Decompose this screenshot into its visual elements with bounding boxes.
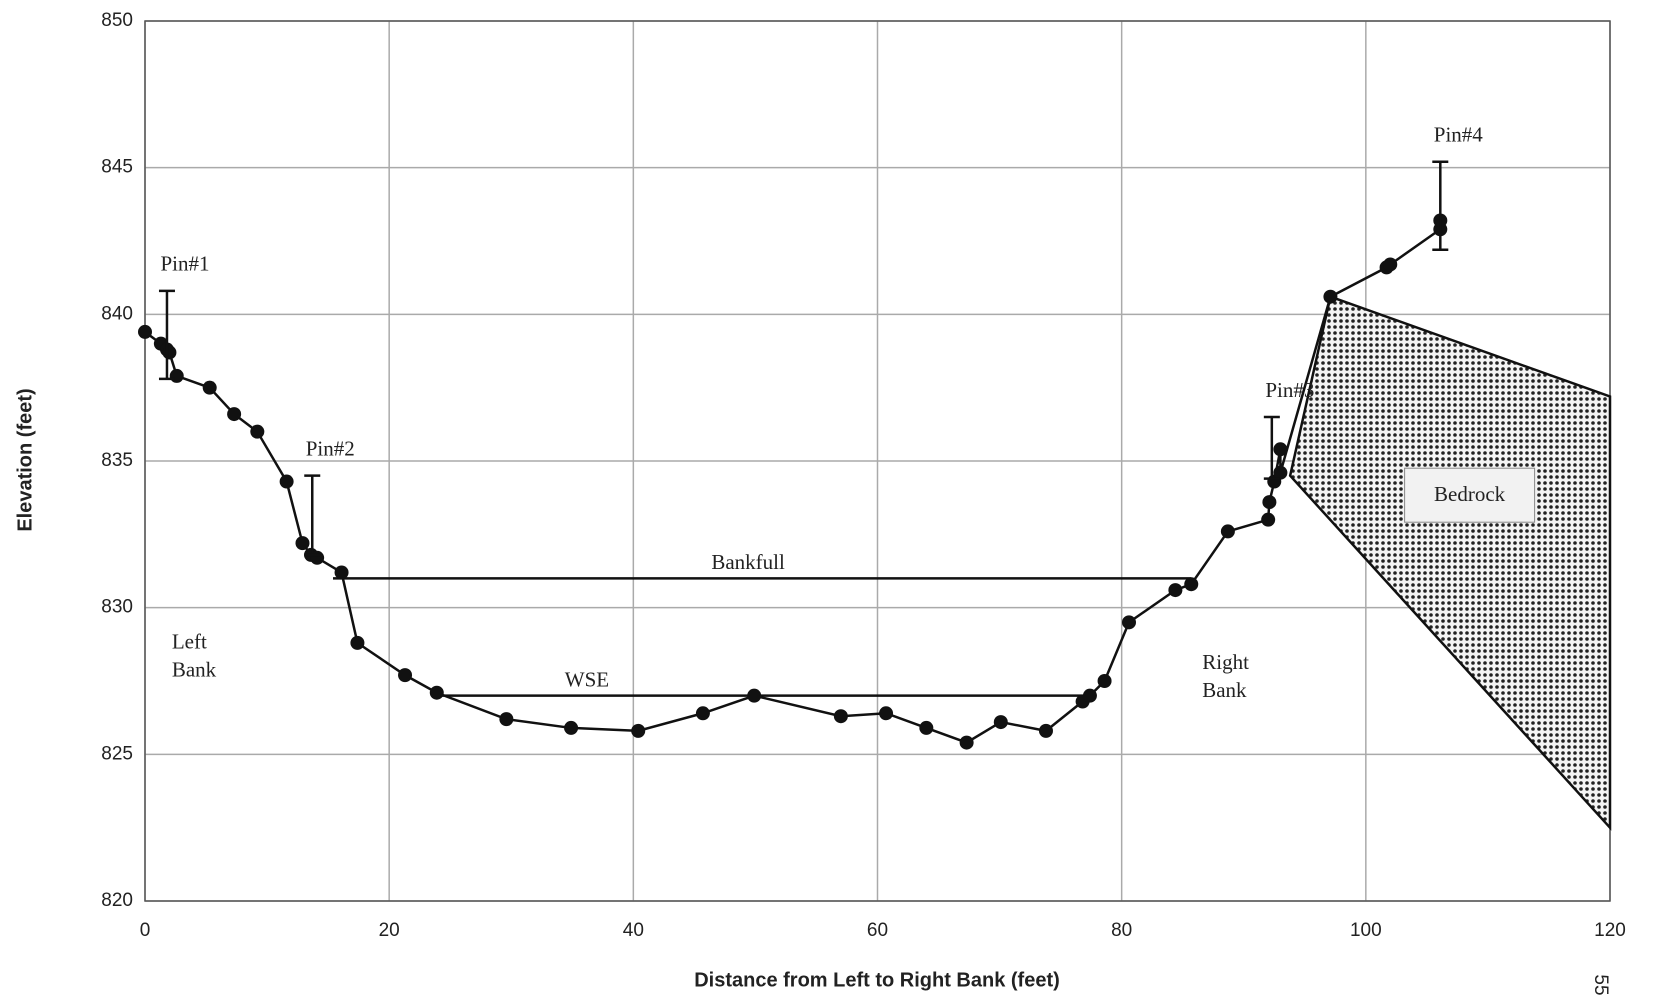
y-tick-label: 850 — [101, 10, 133, 31]
bedrock-area — [1290, 297, 1610, 828]
survey-point — [350, 636, 364, 650]
x-tick-label: 40 — [623, 920, 644, 941]
survey-point — [1273, 442, 1287, 456]
y-tick-label: 835 — [101, 450, 133, 471]
y-tick-label: 840 — [101, 303, 133, 324]
level-label: WSE — [565, 667, 609, 691]
pin-label: Pin#4 — [1434, 123, 1484, 147]
survey-point — [696, 706, 710, 720]
survey-point — [960, 736, 974, 750]
x-tick-label: 0 — [140, 920, 151, 941]
chart: Distance from Left to Right Bank (feet) … — [0, 0, 1655, 999]
survey-point — [398, 668, 412, 682]
survey-point — [162, 345, 176, 359]
y-tick-label: 825 — [101, 743, 133, 764]
annotation: Right — [1202, 650, 1249, 674]
x-tick-label: 20 — [379, 920, 400, 941]
bedrock-label: Bedrock — [1434, 482, 1506, 506]
level-label: Bankfull — [711, 550, 785, 574]
survey-point — [1383, 257, 1397, 271]
pin-label: Pin#2 — [306, 436, 355, 460]
survey-point — [280, 475, 294, 489]
survey-point — [747, 689, 761, 703]
survey-point — [170, 369, 184, 383]
annotation: Bank — [1202, 678, 1247, 702]
survey-point — [1039, 724, 1053, 738]
survey-point — [1262, 495, 1276, 509]
survey-point — [631, 724, 645, 738]
survey-point — [203, 381, 217, 395]
x-tick-label: 80 — [1111, 920, 1132, 941]
annotation: Left — [172, 629, 207, 653]
survey-point — [1168, 583, 1182, 597]
survey-point — [919, 721, 933, 735]
y-tick-label: 845 — [101, 157, 133, 178]
survey-point — [227, 407, 241, 421]
survey-point — [250, 425, 264, 439]
pin-label: Pin#1 — [160, 252, 209, 276]
survey-point — [499, 712, 513, 726]
y-tick-label: 820 — [101, 890, 133, 911]
survey-point — [430, 686, 444, 700]
page: {"chart_data": { "type": "line", "xlabel… — [0, 0, 1655, 999]
survey-point — [138, 325, 152, 339]
x-tick-label: 60 — [867, 920, 888, 941]
survey-point — [335, 565, 349, 579]
x-tick-label: 120 — [1594, 920, 1626, 941]
y-axis-title: Elevation (feet) — [14, 388, 36, 531]
survey-point — [834, 709, 848, 723]
pin-label: Pin#3 — [1265, 378, 1314, 402]
survey-point — [1323, 290, 1337, 304]
survey-point — [1184, 577, 1198, 591]
y-tick-label: 830 — [101, 597, 133, 618]
x-tick-label: 100 — [1350, 920, 1382, 941]
survey-point — [564, 721, 578, 735]
survey-point — [1221, 524, 1235, 538]
survey-point — [994, 715, 1008, 729]
survey-point — [295, 536, 309, 550]
survey-point — [1261, 513, 1275, 527]
x-axis-title: Distance from Left to Right Bank (feet) — [694, 969, 1060, 991]
annotation: Bank — [172, 657, 217, 681]
survey-point — [1083, 689, 1097, 703]
survey-point — [1122, 615, 1136, 629]
survey-point — [1098, 674, 1112, 688]
page-number: 55 — [1590, 974, 1611, 995]
survey-point — [879, 706, 893, 720]
